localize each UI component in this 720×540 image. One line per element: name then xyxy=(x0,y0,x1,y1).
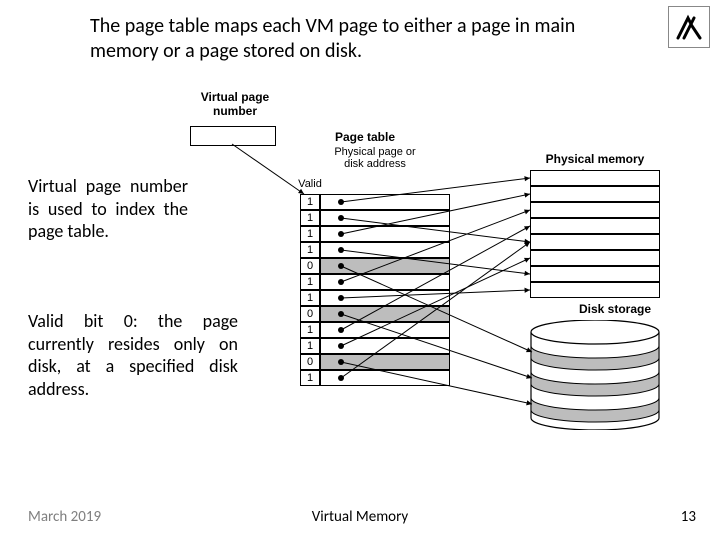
annotation-valid-bit: Valid bit 0: the page currently resides … xyxy=(28,310,238,400)
pointer-dot xyxy=(338,311,344,317)
physical-memory-frame xyxy=(530,202,660,218)
slide-title: The page table maps each VM page to eith… xyxy=(90,14,610,64)
footer-page-number: 13 xyxy=(681,508,696,526)
pointer-dot xyxy=(338,263,344,269)
valid-bit-cell: 1 xyxy=(300,290,320,306)
slide: { "title": "The page table maps each VM … xyxy=(0,0,720,540)
physical-memory-frame xyxy=(530,234,660,250)
physical-memory-frame xyxy=(530,186,660,202)
pointer-dot xyxy=(338,279,344,285)
label-disk-storage: Disk storage xyxy=(560,302,670,316)
footer-title: Virtual Memory xyxy=(0,508,720,526)
pointer-dot xyxy=(338,199,344,205)
pointer-dot xyxy=(338,343,344,349)
label-valid: Valid xyxy=(292,178,328,190)
pointer-dot xyxy=(338,215,344,221)
valid-bit-cell: 1 xyxy=(300,226,320,242)
valid-bit-cell: 1 xyxy=(300,338,320,354)
label-virtual-page-number: Virtual page number xyxy=(195,90,275,118)
pointer-dot xyxy=(338,327,344,333)
valid-bit-cell: 1 xyxy=(300,322,320,338)
valid-bit-cell: 1 xyxy=(300,210,320,226)
pointer-dot xyxy=(338,375,344,381)
annotation-vpn-index: Virtual page number is used to index the… xyxy=(28,175,188,243)
institution-logo xyxy=(668,6,710,48)
physical-memory-frame xyxy=(530,218,660,234)
physical-memory-frame xyxy=(530,282,660,298)
pointer-dot xyxy=(338,359,344,365)
valid-bit-cell: 1 xyxy=(300,194,320,210)
label-page-table: Page table xyxy=(325,130,405,144)
valid-bit-cell: 1 xyxy=(300,370,320,386)
pointer-dot xyxy=(338,231,344,237)
valid-bit-cell: 0 xyxy=(300,306,320,322)
physical-memory-frame xyxy=(530,266,660,282)
pointer-dot xyxy=(338,295,344,301)
valid-bit-cell: 0 xyxy=(300,258,320,274)
physical-memory-frame xyxy=(530,170,660,186)
label-physical-page-or-disk-address: Physical page or disk address xyxy=(320,146,430,170)
valid-bit-cell: 1 xyxy=(300,242,320,258)
physical-memory-frame xyxy=(530,250,660,266)
valid-bit-cell: 1 xyxy=(300,274,320,290)
label-physical-memory: Physical memory xyxy=(520,152,670,166)
disk-storage xyxy=(530,320,660,430)
pointer-dot xyxy=(338,247,344,253)
valid-bit-cell: 0 xyxy=(300,354,320,370)
page-table-register-box xyxy=(190,126,276,146)
